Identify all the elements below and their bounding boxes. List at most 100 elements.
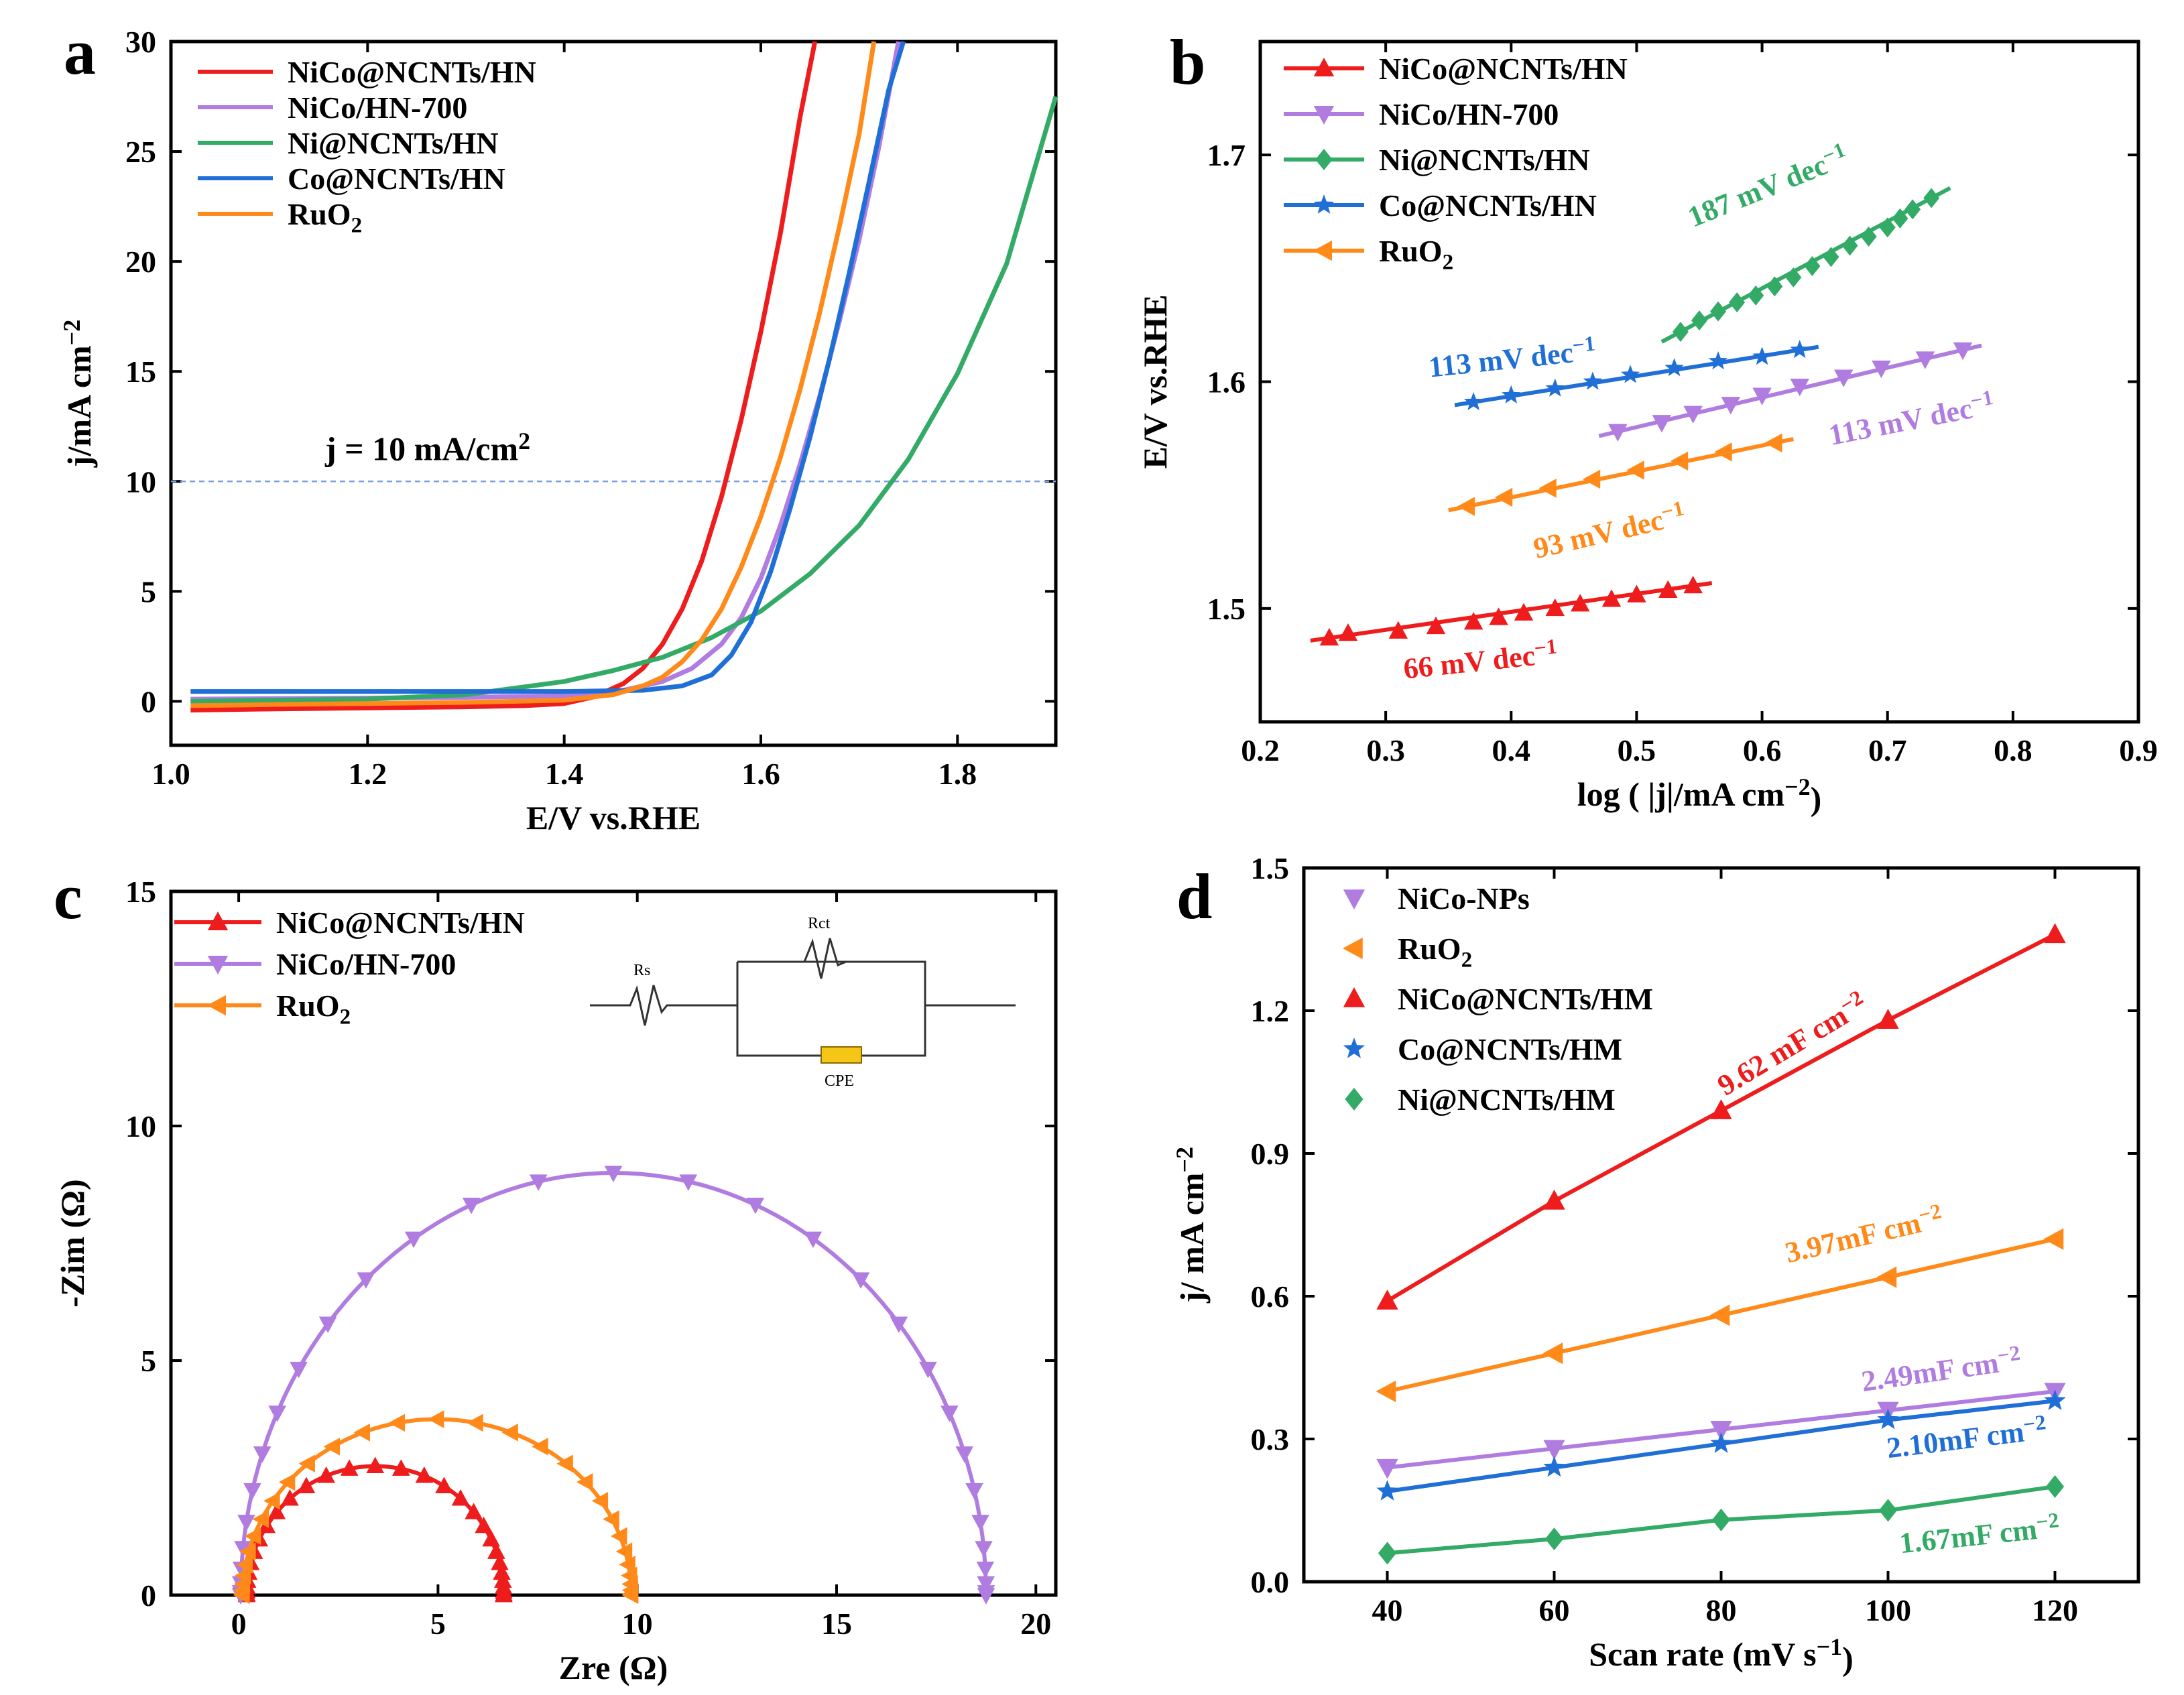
c-point-2-5 — [236, 1556, 253, 1574]
a-legend-label-0: NiCo@NCNTs/HN — [288, 55, 536, 89]
c-point-1-17 — [746, 1198, 765, 1214]
c-circuit-loop — [736, 960, 926, 1057]
d-frame — [1302, 866, 2140, 1584]
c-point-2-20 — [576, 1472, 593, 1491]
c-point-0-17 — [415, 1466, 434, 1483]
c-point-0-10 — [267, 1503, 286, 1519]
b-xtick-label-5: 0.7 — [1868, 733, 1907, 767]
d-ytick-label-4: 1.2 — [1251, 994, 1290, 1028]
c-legend-label-0: NiCo@NCNTs/HN — [276, 905, 525, 940]
c-ytick-label-1: 5 — [141, 1344, 156, 1378]
c-xlabel-main: Zre (Ω) — [559, 1649, 668, 1686]
d-xtick-label-3-main: 100 — [1865, 1593, 1911, 1627]
d-point-2-1 — [1543, 1190, 1565, 1210]
c-point-0-14 — [340, 1459, 359, 1476]
a-legend-label-4-main: RuO — [288, 197, 351, 231]
c-point-2-13 — [353, 1424, 370, 1442]
c-point-0-18 — [435, 1477, 453, 1493]
c-legend-marker-2 — [207, 995, 226, 1016]
b-annotation-1-sup: −1 — [1571, 332, 1596, 357]
d-point-1-3 — [1876, 1266, 1897, 1288]
b-legend-marker-4 — [1313, 240, 1332, 261]
d-legend-label-3: Co@NCNTs/HM — [1398, 1032, 1622, 1066]
c-point-0-23 — [487, 1542, 505, 1559]
b-point-1-8 — [1915, 351, 1935, 369]
b-legend-label-0-main: NiCo@NCNTs/HN — [1379, 52, 1628, 86]
b-legend-label-4: RuO2 — [1379, 234, 1453, 275]
c-frame — [169, 889, 1058, 1597]
d-legend-label-0: NiCo-NPs — [1398, 881, 1530, 916]
b-xtick-label-4: 0.6 — [1743, 733, 1782, 767]
a-series-3 — [190, 40, 906, 694]
b-fit-line-0 — [1310, 581, 1713, 643]
a-xtick-label-4-main: 1.8 — [938, 757, 977, 791]
b-point-2-10 — [1860, 226, 1877, 247]
b-annotation-2: 113 mV dec−1 — [1825, 385, 1997, 452]
c-point-2-22 — [603, 1510, 619, 1528]
d-legend-marker-4 — [1345, 1088, 1363, 1111]
d-xlabel-sup: −1 — [1817, 1633, 1843, 1660]
d-xlabel-main: Scan rate (mV s — [1589, 1635, 1816, 1673]
b-point-4-3 — [1582, 469, 1601, 489]
c-point-1-7 — [253, 1446, 271, 1463]
b-point-1-1 — [1652, 415, 1672, 433]
c-legend-marker-0 — [207, 912, 229, 930]
b-xtick-label-6-main: 0.8 — [1994, 733, 2033, 767]
d-ytick-label-2-main: 0.6 — [1251, 1279, 1290, 1314]
a-ytick-label-3-main: 15 — [125, 355, 156, 389]
c-xtick-label-3: 15 — [821, 1607, 852, 1641]
d-annotation-3-sup: −2 — [2022, 1410, 2047, 1436]
b-point-0-4 — [1463, 612, 1483, 630]
b-point-0-12 — [1683, 576, 1703, 594]
b-point-3-4 — [1620, 365, 1640, 383]
b-legend-label-3: Co@NCNTs/HN — [1379, 188, 1597, 223]
b-point-0-11 — [1658, 580, 1678, 599]
b-point-4-6 — [1714, 442, 1732, 462]
b-xtick-label-3-main: 0.5 — [1618, 733, 1656, 767]
b-xtick-label-7-main: 0.9 — [2119, 733, 2158, 767]
c-point-2-18 — [532, 1438, 548, 1456]
a-refline-label-main: j = 10 mA/cm — [324, 430, 518, 467]
b-point-3-2 — [1545, 378, 1565, 397]
c-point-2-14 — [388, 1414, 406, 1432]
d-xtick-label-1: 60 — [1539, 1593, 1570, 1627]
a-xtick-label-1-main: 1.2 — [349, 757, 387, 791]
d-point-3-3 — [1877, 1408, 1899, 1430]
c-legend-label-2-main: RuO — [276, 989, 340, 1023]
a-xtick-label-2: 1.4 — [545, 757, 584, 791]
b-legend-marker-2 — [1315, 149, 1333, 170]
b-ylabel: E/V vs.RHE — [1136, 294, 1174, 468]
panel-a-letter: a — [64, 16, 96, 88]
b-ytick-label-2: 1.7 — [1207, 138, 1246, 172]
b-annotation-4-sup: −1 — [1533, 635, 1558, 660]
b-point-1-7 — [1872, 360, 1891, 379]
b-xlabel-sup: −2 — [1784, 773, 1811, 800]
b-xtick-label-1-main: 0.3 — [1366, 733, 1405, 767]
b-point-2-8 — [1823, 247, 1839, 267]
c-curve-2 — [241, 1417, 633, 1596]
b-point-2-2 — [1710, 301, 1727, 322]
a-ytick-label-5: 25 — [125, 135, 156, 169]
a-legend-label-0-main: NiCo@NCNTs/HN — [288, 55, 536, 89]
b-point-4-4 — [1626, 460, 1644, 480]
d-legend-marker-0 — [1343, 889, 1366, 909]
b-point-3-3 — [1583, 371, 1603, 390]
b-legend-label-4-sub: 2 — [1443, 250, 1454, 275]
c-point-1-12 — [404, 1231, 423, 1249]
c-point-0-30 — [495, 1586, 513, 1603]
a-ytick-label-4: 20 — [125, 245, 156, 279]
b-point-0-6 — [1514, 603, 1534, 621]
c-circuit-cpe-label-main: CPE — [825, 1072, 854, 1090]
c-circuit-rct-label-main: Rct — [808, 915, 831, 932]
panel-b: b 0.2 0.3 0.4 0.5 0.6 0.7 0.8 0.9 1.5 1.6 1.7 log (… — [1136, 26, 2158, 817]
b-annotation-3: 93 mV dec−1 — [1530, 496, 1689, 565]
a-xtick-label-0-main: 1.0 — [151, 757, 190, 791]
b-point-2-3 — [1729, 292, 1746, 313]
c-point-2-24 — [615, 1542, 633, 1561]
c-xtick-label-0: 0 — [231, 1607, 247, 1641]
c-point-2-6 — [239, 1542, 256, 1561]
d-point-1-0 — [1376, 1380, 1396, 1403]
panel-d: d 40 60 80 100 120 0.0 0.3 0.6 0.9 1.2 1.5 Scan rat… — [1171, 851, 2140, 1677]
c-point-2-12 — [323, 1438, 341, 1456]
c-point-0-15 — [366, 1456, 385, 1473]
